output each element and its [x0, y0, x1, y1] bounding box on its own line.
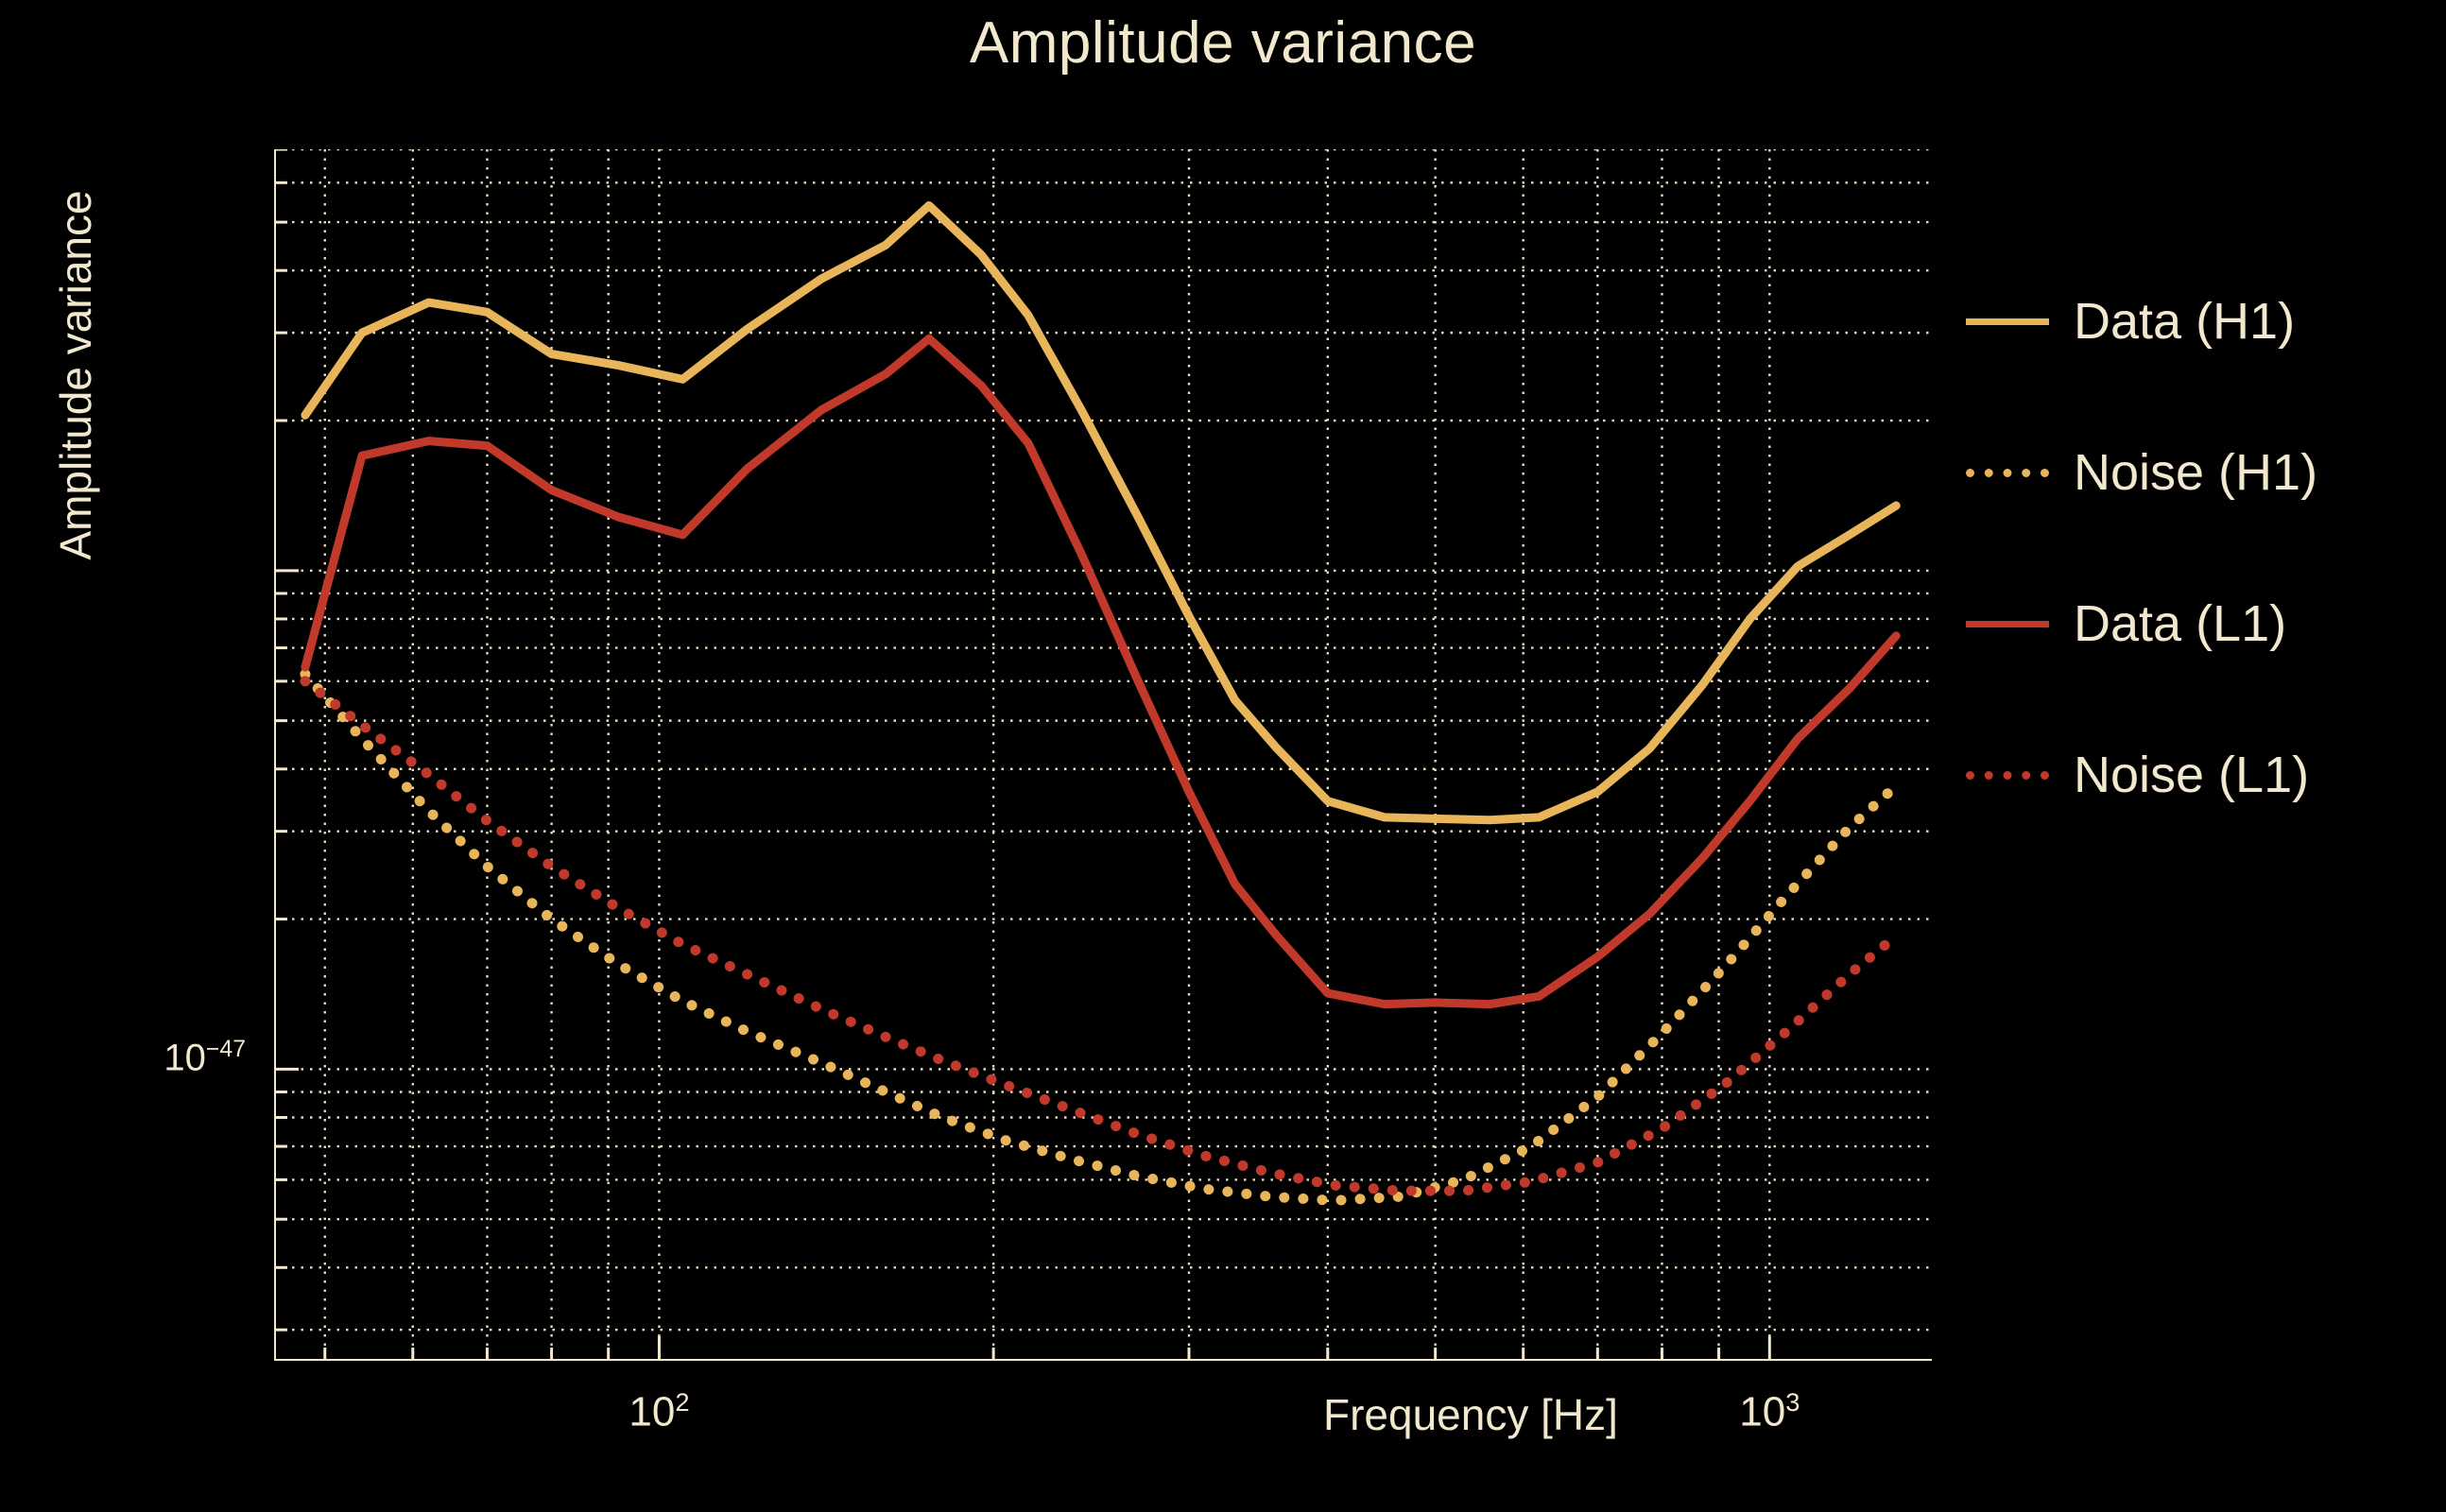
- legend-swatch-noise-l1: [1966, 770, 2049, 780]
- legend-label: Noise (H1): [2074, 444, 2318, 501]
- legend-label: Data (L1): [2074, 595, 2287, 652]
- legend-swatch-data-l1: [1966, 620, 2049, 627]
- legend-label: Data (H1): [2074, 293, 2296, 350]
- plot-svg: [274, 149, 1932, 1361]
- page-title: Amplitude variance: [969, 10, 1477, 76]
- legend-item[interactable]: Noise (L1): [1966, 699, 2317, 850]
- x-axis-label: Frequency [Hz]: [1323, 1390, 1618, 1439]
- x-tick-label: 103: [1739, 1387, 1800, 1435]
- legend-item[interactable]: Data (L1): [1966, 548, 2317, 699]
- plot-area: [274, 149, 1932, 1361]
- legend-swatch-data-h1: [1966, 318, 2049, 325]
- y-axis-label: Amplitude variance: [51, 190, 100, 560]
- legend-swatch-noise-h1: [1966, 468, 2049, 477]
- legend-item[interactable]: Noise (H1): [1966, 397, 2317, 548]
- legend: Data (H1) Noise (H1) Data (L1) Noise (L1…: [1966, 246, 2317, 850]
- legend-label: Noise (L1): [2074, 747, 2310, 803]
- y-tick-label: 10−47: [164, 1037, 246, 1079]
- x-tick-label: 102: [629, 1387, 690, 1435]
- legend-item[interactable]: Data (H1): [1966, 246, 2317, 397]
